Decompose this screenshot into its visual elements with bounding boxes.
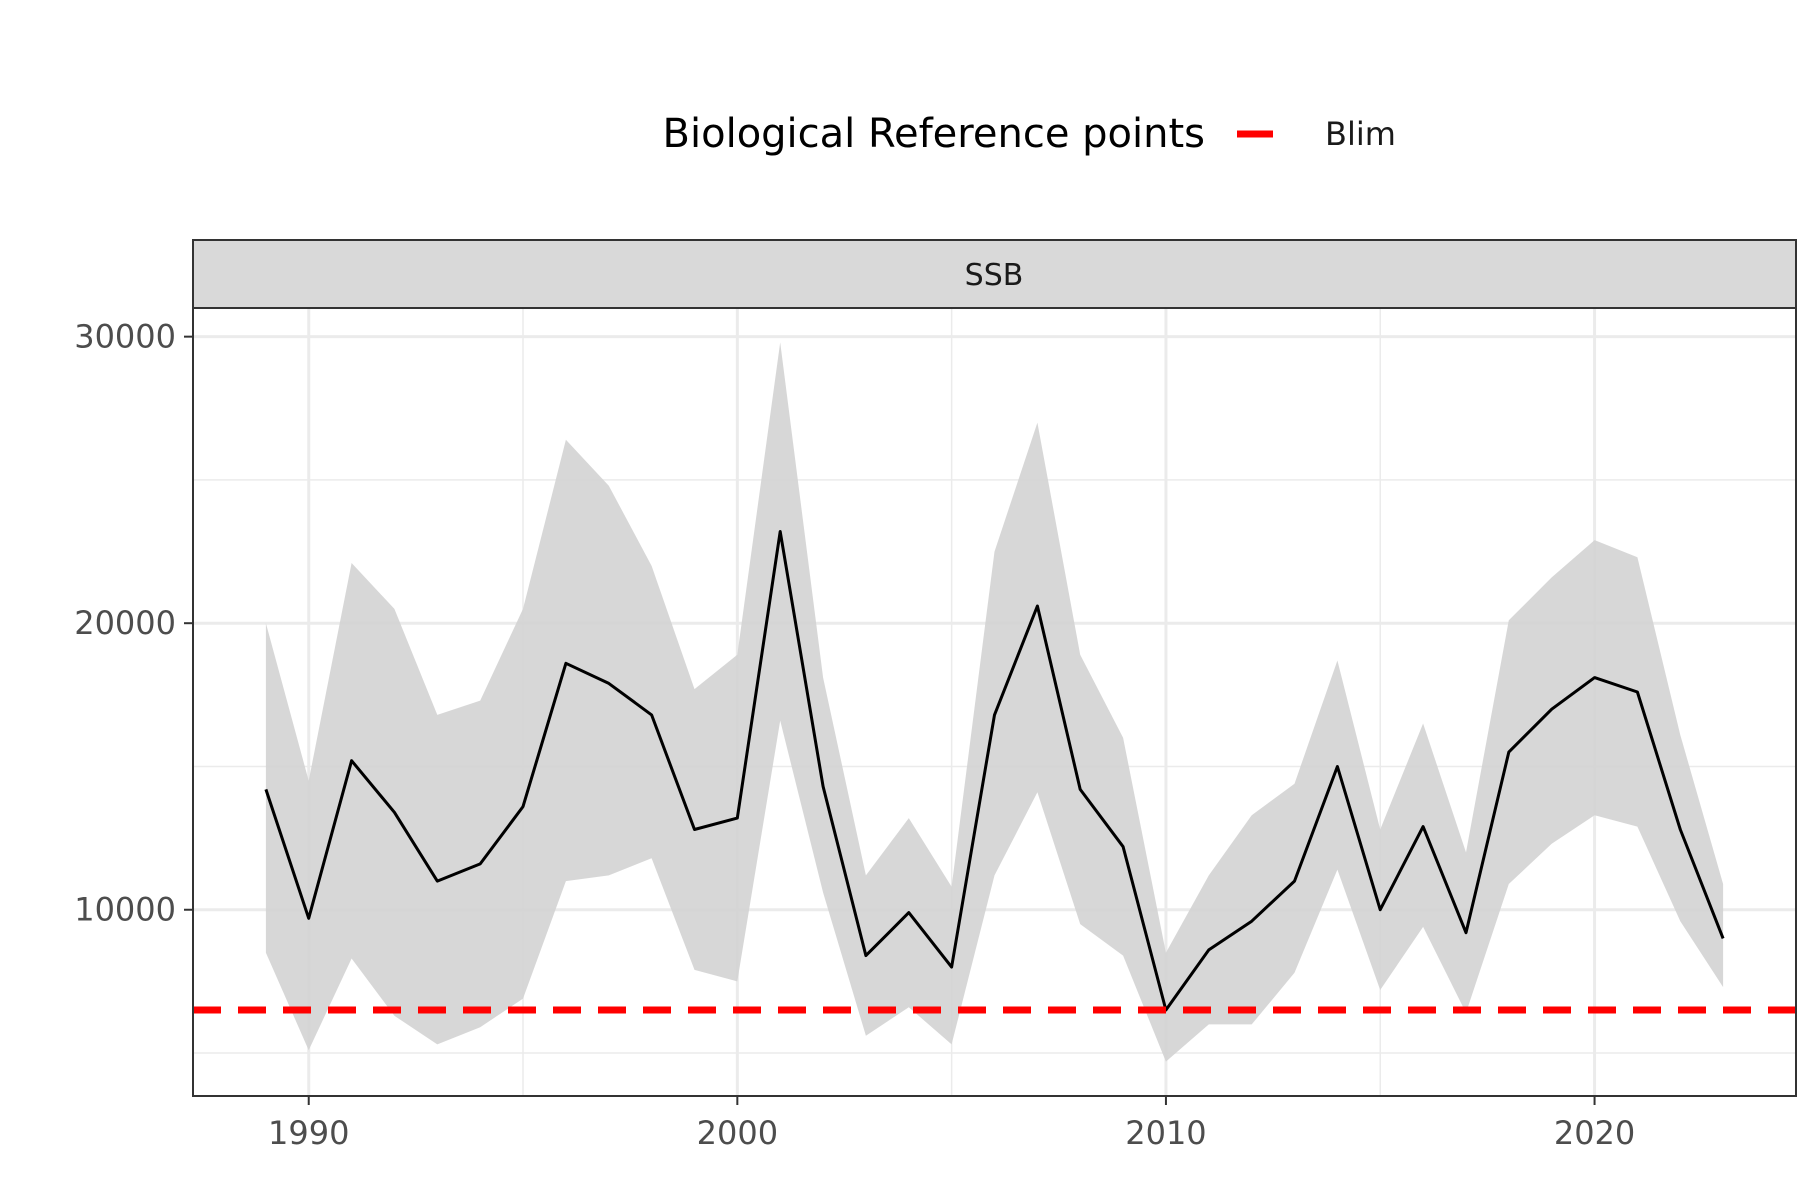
legend-label-blim: Blim bbox=[1325, 115, 1396, 153]
x-tick-label: 2000 bbox=[697, 1114, 778, 1152]
x-tick-label: 2010 bbox=[1125, 1114, 1206, 1152]
ribbon-layer bbox=[265, 342, 1724, 1062]
y-tick-label: 10000 bbox=[74, 891, 176, 929]
x-tick-label: 1990 bbox=[268, 1114, 349, 1152]
y-tick-label: 20000 bbox=[74, 604, 176, 642]
y-axis: 10000 20000 30000 bbox=[74, 318, 193, 929]
facet-strip-label: SSB bbox=[965, 258, 1024, 293]
x-axis: 1990 2000 2010 2020 bbox=[268, 1096, 1635, 1152]
plot-panel bbox=[192, 307, 1797, 1097]
legend-title: Biological Reference points bbox=[663, 111, 1205, 157]
x-tick-label: 2020 bbox=[1554, 1114, 1635, 1152]
legend: Biological Reference points Blim bbox=[663, 111, 1396, 157]
panel-border bbox=[192, 307, 1797, 1097]
ssb-series-line bbox=[264, 530, 1725, 1012]
y-tick-label: 30000 bbox=[74, 318, 176, 356]
facet-strip: SSB bbox=[192, 239, 1797, 309]
confidence-ribbon bbox=[265, 342, 1724, 1062]
line-layer bbox=[264, 530, 1725, 1012]
